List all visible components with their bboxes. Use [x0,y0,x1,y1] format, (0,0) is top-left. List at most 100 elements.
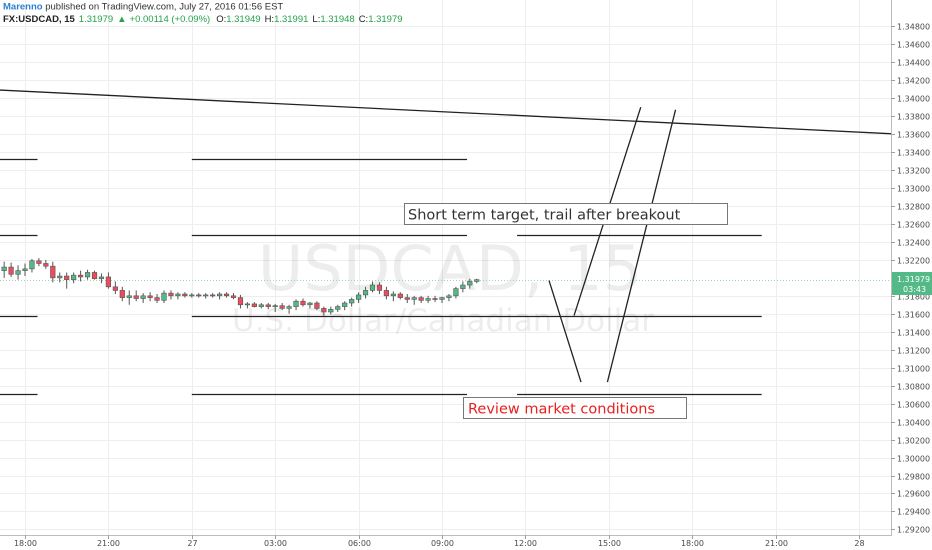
candle [397,292,403,300]
candle-body-up [175,293,181,297]
candle-body-down [397,293,403,298]
candle-body-down [314,302,320,309]
candle [182,292,188,298]
candle-body-up [15,270,21,275]
price-tick-label: 1.29600 [897,490,930,499]
price-badge-background [892,272,932,295]
candle-body-up [335,306,341,310]
review-annotation-box[interactable] [463,397,687,419]
candle-body-up [29,260,35,270]
price-tick-label: 1.33200 [897,167,930,176]
candle [355,292,362,304]
candle-body-down [210,294,216,297]
candle [342,301,348,311]
time-scale-panel[interactable] [0,536,932,550]
candle [314,301,320,311]
candle-body-down [300,300,306,306]
candle-body-up [161,292,167,301]
candle [293,299,299,311]
price-tick-label: 1.32200 [897,257,930,266]
candle [369,281,376,293]
candle-body-down [105,276,111,288]
candle [307,302,313,309]
candle [230,293,237,300]
horizontal-level-lines[interactable] [0,158,762,396]
candle [210,293,216,298]
candle-body-up [140,295,146,299]
candle [244,302,251,309]
open-value: 1.31949 [226,14,260,25]
candle [474,278,480,284]
candle-body-down [182,293,188,297]
price-tick-label: 1.30400 [897,419,930,428]
price-tick-label: 1.34000 [897,95,930,104]
candle [453,286,459,299]
review-annotation-text: Review market conditions [468,402,655,418]
candle [203,293,209,299]
candle [432,295,438,303]
candle [133,290,139,302]
time-tick-label: 09:00 [431,539,454,548]
candle [349,297,355,307]
price-tick-label: 1.31800 [897,293,930,302]
candle-body-down [383,290,390,297]
price-tick-label: 1.29200 [897,526,930,535]
candle-body-down [432,298,438,300]
time-tick-label: 18:00 [681,539,704,548]
candle [390,291,396,302]
candle [105,272,111,289]
candle-body-up [411,297,417,300]
price-tick-label: 1.33600 [897,131,930,140]
publish-info: published on TradingView.com, July 27, 2… [43,2,284,13]
candle-body-up [84,272,91,278]
candle-body-down [404,297,410,300]
candle [279,303,285,311]
price-tick-label: 1.31000 [897,365,930,374]
candle-body-down [154,297,160,301]
close-label: C: [359,14,369,25]
candle-body-up [1,266,7,271]
trendline-descending-resistance[interactable] [0,89,932,137]
target-annotation[interactable]: Short term target, trail after breakout [404,203,728,225]
target-annotation-box[interactable] [404,203,728,225]
price-tick-label: 1.34200 [897,77,930,86]
candle-body-down [112,286,118,291]
candle-body-down [279,305,285,309]
price-tick-label: 1.33800 [897,113,930,122]
candle [36,258,42,267]
price-tick-label: 1.33000 [897,185,930,194]
candle [57,272,63,283]
symbol-name[interactable]: FX:USDCAD, 15 [3,14,76,25]
candle [140,293,146,304]
candle [78,270,84,282]
candle-body-down [376,284,383,291]
review-annotation[interactable]: Review market conditions [463,397,687,419]
candle [460,281,466,293]
candle [425,295,431,304]
watermark-symbol: USDCAD, 15 [258,232,642,305]
candle [22,263,28,277]
candle-body-up [258,304,264,307]
candle-body-down [119,290,125,298]
low-value: 1.31948 [320,14,354,25]
candle-body-up [439,297,445,300]
price-badge-countdown: 03:43 [903,285,926,294]
time-tick-label: 06:00 [348,539,371,548]
high-label: H: [265,14,275,25]
candle-body-down [50,265,56,279]
candle [50,261,56,283]
price-change: +0.00114 (+0.09%) [130,14,211,25]
candle [15,265,21,280]
trendline-projection-up[interactable] [606,109,677,383]
candle-body-up [425,298,431,301]
target-annotation-text: Short term target, trail after breakout [408,208,681,224]
author-link[interactable]: Marenno [3,2,43,13]
candle [43,259,49,269]
candle [251,302,257,308]
trendline-projection-down[interactable] [548,280,582,383]
up-arrow-icon: ▲ [117,14,126,25]
price-tick-label: 1.29800 [897,473,930,482]
symbol-watermark: USDCAD, 15 U.S. Dollar/Canadian Dollar [232,232,654,339]
candle [328,306,334,315]
